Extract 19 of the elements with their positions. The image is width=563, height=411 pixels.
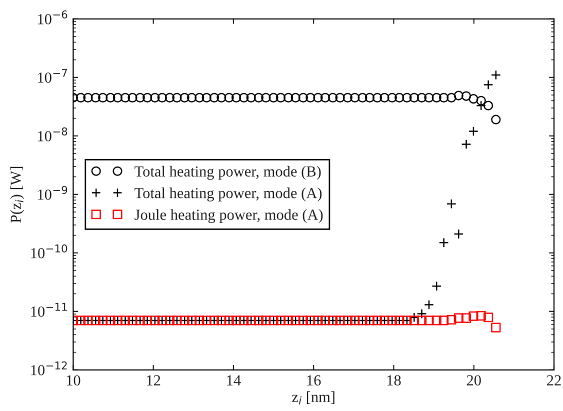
y-tick-label: 10$^{−6}$ [38, 10, 68, 24]
x-tick-label: 20 [466, 375, 481, 386]
y-tick-label: 10$^{−9}$ [38, 186, 68, 200]
x-tick-label: 18 [387, 375, 401, 386]
legend-label: Total heating power, mode (B) [134, 166, 321, 180]
x-tick-label: 12 [147, 375, 160, 386]
legend-label: Joule heating power, mode (A) [134, 209, 323, 224]
y-tick-label: 10$^{−7}$ [38, 68, 67, 83]
y-tick-label: 10$^{−11}$ [31, 302, 67, 317]
x-axis-title: z$_{i}$ [nm] [292, 391, 334, 404]
y-axis-title: P(z$_{i}$) [W] [10, 166, 24, 223]
x-tick-label: 14 [227, 375, 241, 386]
y-tick-label: 10$^{−12}$ [31, 361, 67, 376]
legend-label: Total heating power, mode (A) [134, 188, 322, 202]
y-tick-label: 10$^{−8}$ [38, 127, 68, 142]
y-tick-label: 10$^{−10}$ [31, 244, 68, 258]
x-tick-label: 22 [547, 375, 561, 386]
x-tick-label: 16 [307, 375, 321, 386]
x-tick-label: 10 [66, 375, 80, 386]
